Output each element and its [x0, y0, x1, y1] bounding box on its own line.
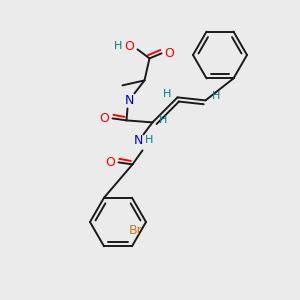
Text: O: O: [165, 47, 174, 60]
Text: H: H: [145, 135, 154, 146]
Text: H: H: [212, 92, 221, 101]
Text: Br: Br: [129, 224, 143, 236]
Text: O: O: [106, 156, 116, 169]
Text: O: O: [124, 40, 134, 53]
Text: N: N: [134, 134, 143, 147]
Text: N: N: [125, 94, 134, 107]
Text: H: H: [159, 116, 168, 125]
Text: H: H: [163, 89, 172, 99]
Text: O: O: [100, 112, 110, 125]
Text: H: H: [114, 41, 123, 51]
